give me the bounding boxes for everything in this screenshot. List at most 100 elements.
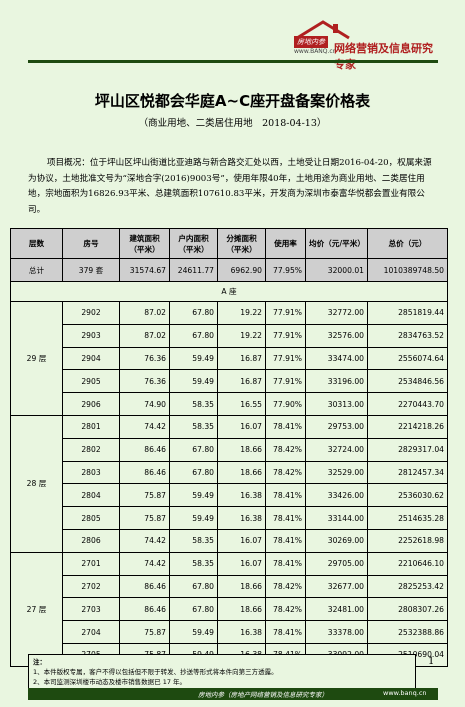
total-inner-area: 24611.77 [169, 258, 218, 282]
col-header-shared-area: 分摊面积（平米） [217, 228, 266, 259]
unit-total-price: 2210646.10 [367, 551, 448, 576]
unit-shared-area: 16.55 [217, 392, 266, 416]
table-row: 27 层 2701 74.42 58.35 16.07 78.41% 29705.00 221… [10, 551, 448, 667]
total-total-price: 1010389748.50 [367, 258, 448, 282]
unit-usage-rate: 78.42% [265, 597, 306, 622]
footer-text: 房地内参（房地产网络营销及信息研究专家） [198, 691, 328, 699]
unit-total-price: 2252618.98 [367, 528, 448, 553]
unit-inner-area: 67.80 [169, 460, 218, 485]
table-row: 28 层 2801 74.42 58.35 16.07 78.41% 29753.00 221… [10, 414, 448, 553]
table-row: 2903 87.02 67.80 19.22 77.91% 32576.00 2834763… [11, 323, 448, 348]
unit-room: 2803 [62, 460, 120, 485]
unit-room: 2702 [62, 574, 120, 599]
price-table-body: 层数 房号 建筑面积（平米） 户内面积（平米） 分摊面积（平米） 使用率 均价（… [10, 228, 448, 667]
logo-url: www.BANQ.cn [294, 48, 337, 55]
unit-shared-area: 16.87 [217, 369, 266, 394]
unit-build-area: 86.46 [119, 597, 170, 622]
unit-unit-price: 32481.00 [305, 597, 368, 622]
unit-room: 2802 [62, 437, 120, 462]
unit-room: 2906 [62, 392, 120, 416]
unit-inner-area: 67.80 [169, 323, 218, 348]
unit-inner-area: 59.49 [169, 506, 218, 530]
unit-build-area: 75.87 [119, 483, 170, 508]
unit-build-area: 74.90 [119, 392, 170, 416]
project-overview: 项目概况：位于坪山区坪山街道比亚迪路与新合路交汇处以西，土地受让日期2016-0… [28, 158, 432, 215]
unit-usage-rate: 78.41% [265, 620, 306, 644]
table-row: 2905 76.36 59.49 16.87 77.91% 33196.00 2534846… [11, 369, 448, 394]
unit-usage-rate: 78.41% [265, 551, 306, 576]
unit-usage-rate: 78.41% [265, 483, 306, 508]
unit-build-area: 76.36 [119, 369, 170, 394]
zone-row: A 座 [10, 281, 448, 302]
unit-usage-rate: 78.42% [265, 460, 306, 485]
unit-shared-area: 16.38 [217, 506, 266, 530]
table-row: 2805 75.87 59.49 16.38 78.41% 33144.00 2514635… [11, 506, 448, 530]
unit-room: 2806 [62, 528, 120, 553]
unit-unit-price: 32724.00 [305, 437, 368, 462]
unit-unit-price: 32576.00 [305, 323, 368, 348]
page-subtitle: （商业用地、二类居住用地 2018-04-13） [138, 118, 327, 129]
unit-shared-area: 18.66 [217, 460, 266, 485]
total-build-area: 31574.67 [119, 258, 170, 282]
unit-inner-area: 58.35 [169, 392, 218, 416]
unit-total-price: 2812457.34 [367, 460, 448, 485]
unit-inner-area: 67.80 [169, 301, 218, 325]
unit-unit-price: 33144.00 [305, 506, 368, 530]
note-item: 1、本件版权专属，客户不得以包括但不限于转发、抄送等形式将本件向第三方透露。 [33, 668, 278, 676]
page-header: 房地内参 www.BANQ.cn 网络营销及信息研究专家 [28, 8, 438, 71]
total-units: 379 套 [62, 258, 120, 282]
logo-text: 房地内参 [294, 36, 328, 48]
unit-total-price: 2534846.56 [367, 369, 448, 394]
table-row: 2806 74.42 58.35 16.07 78.41% 30269.00 2252618… [11, 528, 448, 553]
col-header-build-area: 建筑面积（平米） [119, 228, 170, 259]
note-item: 2、本司监测深圳楼市动态及楼市销售数据已 17 年。 [33, 678, 187, 686]
unit-room: 2903 [62, 323, 120, 348]
unit-room: 2804 [62, 483, 120, 508]
unit-total-price: 2829317.04 [367, 437, 448, 462]
page-title: 坪山区悦都会华庭A~C座开盘备案价格表 [94, 92, 371, 110]
house-logo-icon [296, 20, 350, 40]
notes-label: 注： [33, 658, 46, 666]
unit-build-area: 75.87 [119, 620, 170, 644]
unit-shared-area: 19.22 [217, 301, 266, 325]
table-row: 2702 86.46 67.80 18.66 78.42% 32677.00 2825253… [11, 574, 448, 599]
unit-shared-area: 18.66 [217, 574, 266, 599]
unit-room: 2703 [62, 597, 120, 622]
table-row: 2906 74.90 58.35 16.55 77.90% 30313.00 2270443… [11, 392, 448, 416]
footer-url: www.banq.cn [383, 689, 427, 697]
header-rule [28, 60, 438, 63]
unit-usage-rate: 78.41% [265, 506, 306, 530]
unit-inner-area: 58.35 [169, 414, 218, 439]
unit-shared-area: 18.66 [217, 437, 266, 462]
unit-total-price: 2270443.70 [367, 392, 448, 416]
unit-build-area: 87.02 [119, 323, 170, 348]
table-row: 2703 86.46 67.80 18.66 78.42% 32481.00 2808307… [11, 597, 448, 622]
org-name: 网络营销及信息研究专家 [334, 42, 433, 71]
unit-usage-rate: 78.42% [265, 437, 306, 462]
unit-total-price: 2214218.26 [367, 414, 448, 439]
unit-unit-price: 33426.00 [305, 483, 368, 508]
unit-build-area: 86.46 [119, 574, 170, 599]
unit-shared-area: 16.87 [217, 346, 266, 371]
table-header-row: 层数 房号 建筑面积（平米） 户内面积（平米） 分摊面积（平米） 使用率 均价（… [10, 228, 448, 259]
unit-usage-rate: 77.91% [265, 301, 306, 325]
total-shared-area: 6962.90 [217, 258, 266, 282]
unit-total-price: 2536030.62 [367, 483, 448, 508]
unit-build-area: 86.46 [119, 460, 170, 485]
total-row: 总计 379 套 31574.67 24611.77 6962.90 77.95… [10, 258, 448, 282]
unit-shared-area: 16.07 [217, 528, 266, 553]
total-usage-rate: 77.95% [265, 258, 306, 282]
unit-usage-rate: 77.91% [265, 346, 306, 371]
col-header-inner-area: 户内面积（平米） [169, 228, 218, 259]
col-header-usage-rate: 使用率 [265, 228, 306, 259]
unit-build-area: 75.87 [119, 506, 170, 530]
unit-inner-area: 59.49 [169, 369, 218, 394]
unit-unit-price: 32529.00 [305, 460, 368, 485]
col-header-floor: 层数 [10, 228, 63, 259]
floor-label: 27 层 [10, 551, 63, 667]
unit-total-price: 2851819.44 [367, 301, 448, 325]
table-row: 2904 76.36 59.49 16.87 77.91% 33474.00 2556074… [11, 346, 448, 371]
unit-inner-area: 59.49 [169, 620, 218, 644]
unit-total-price: 2532388.86 [367, 620, 448, 644]
